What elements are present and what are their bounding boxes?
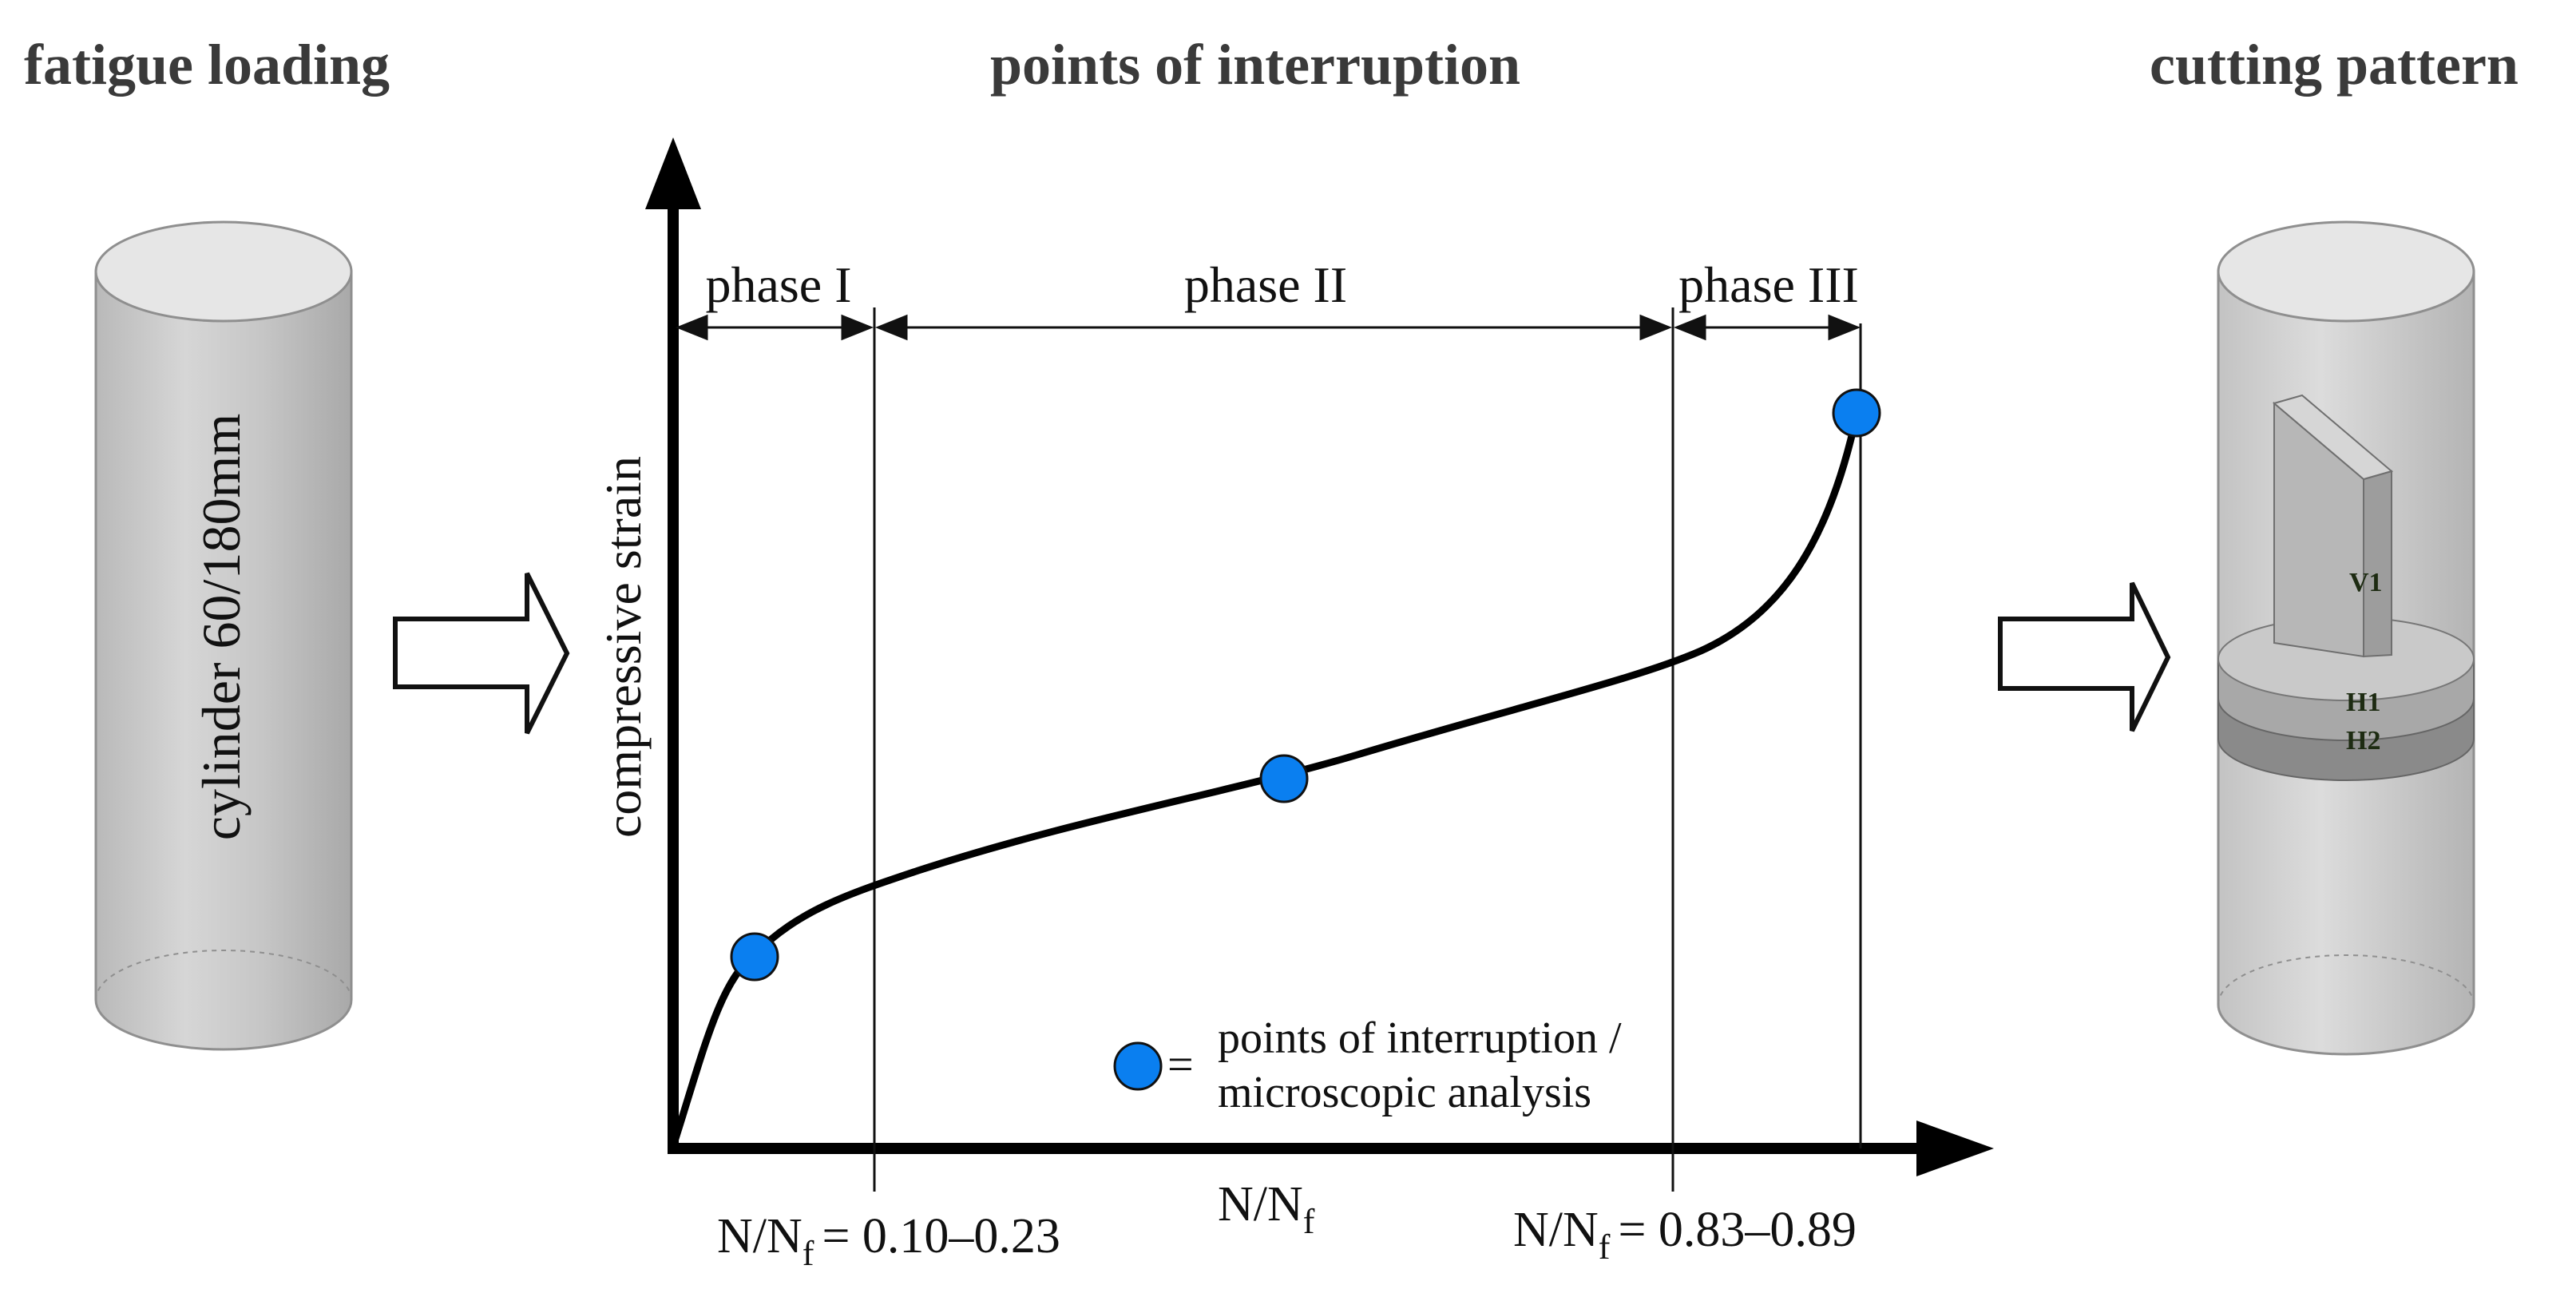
boundary-left-prefix: N/N (717, 1209, 803, 1263)
interruption-point-3 (1832, 388, 1881, 438)
cut-label-v1: V1 (2349, 568, 2383, 597)
cylinder-label: cylinder 60/180mm (191, 414, 252, 840)
boundary-left-value: = 0.10–0.23 (822, 1209, 1060, 1263)
phase-1-label: phase I (705, 256, 851, 313)
arrow-right-icon (393, 572, 570, 735)
cut-label-h1: H1 (2346, 688, 2380, 717)
arrow-right-icon-2 (1998, 581, 2171, 732)
y-axis-arrowhead-icon (645, 137, 701, 209)
x-axis-label: N/Nf (1218, 1177, 1315, 1241)
boundary-right-sub: f (1599, 1228, 1611, 1267)
legend-line-1: points of interruption / (1218, 1013, 1622, 1063)
cut-label-h2: H2 (2346, 726, 2380, 756)
phase-2-label: phase II (1184, 256, 1347, 313)
legend-marker-icon (1113, 1041, 1163, 1091)
boundary-right-label: N/Nf = 0.83–0.89 (1513, 1203, 1857, 1267)
title-points-of-interruption: points of interruption (990, 33, 1520, 97)
interruption-point-2 (1259, 754, 1309, 803)
cutting-pattern-cylinder: V1 H1 H2 (2217, 220, 2475, 1056)
title-cutting-pattern: cutting pattern (2150, 33, 2519, 97)
title-fatigue-loading: fatigue loading (24, 33, 390, 97)
boundary-right-value: = 0.83–0.89 (1618, 1203, 1856, 1257)
interruption-point-1 (730, 932, 779, 982)
x-axis-arrowhead-icon (1916, 1120, 1994, 1176)
y-axis-label: compressive strain (595, 456, 652, 838)
phase-3-label: phase III (1678, 256, 1859, 313)
phase-arrows (675, 314, 1861, 341)
legend: = points of interruption / microscopic a… (1113, 1013, 1622, 1117)
legend-equals: = (1167, 1038, 1194, 1090)
boundary-left-label: N/Nf = 0.10–0.23 (717, 1209, 1060, 1273)
slice-v1 (2272, 394, 2394, 658)
x-axis-label-sub: f (1303, 1202, 1315, 1241)
boundary-left-sub: f (803, 1234, 814, 1273)
specimen-cylinder: cylinder 60/180mm (94, 220, 353, 1051)
legend-line-2: microscopic analysis (1218, 1068, 1591, 1117)
strain-chart: phase I phase II phase III = points of i… (595, 137, 1994, 1273)
x-axis-label-main: N/N (1218, 1177, 1303, 1232)
boundary-right-prefix: N/N (1513, 1203, 1599, 1257)
